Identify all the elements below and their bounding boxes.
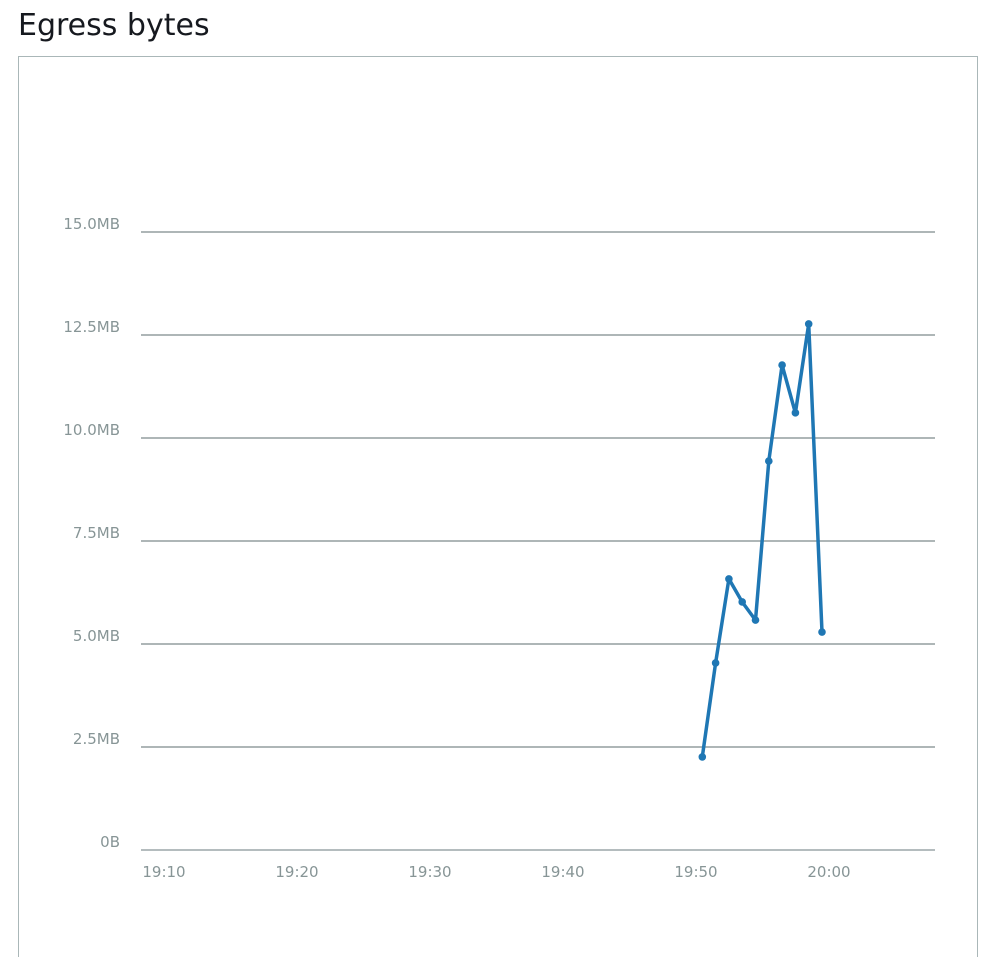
data-point xyxy=(778,361,786,369)
data-point xyxy=(751,616,760,624)
y-tick-label: 5.0MB xyxy=(73,627,120,645)
x-tick-label: 19:30 xyxy=(408,863,451,881)
y-tick-label: 7.5MB xyxy=(73,524,120,542)
y-tick-label: 2.5MB xyxy=(73,730,120,748)
data-point xyxy=(765,457,773,465)
x-tick-label: 19:50 xyxy=(674,863,717,881)
x-tick-label: 20:00 xyxy=(807,863,850,881)
chart-panel xyxy=(18,56,978,957)
data-point xyxy=(698,753,707,761)
x-tick-label: 19:40 xyxy=(541,863,584,881)
data-point xyxy=(711,659,720,667)
x-tick-label: 19:20 xyxy=(275,863,318,881)
chart-title: Egress bytes xyxy=(18,8,210,43)
data-point xyxy=(738,598,746,606)
y-tick-label: 15.0MB xyxy=(63,215,120,233)
x-tick-label: 19:10 xyxy=(142,863,185,881)
y-tick-label: 0B xyxy=(100,833,120,851)
y-tick-label: 12.5MB xyxy=(63,318,120,336)
data-point xyxy=(818,628,826,636)
data-point xyxy=(725,575,733,583)
data-point xyxy=(791,409,800,417)
data-point xyxy=(804,320,813,328)
y-tick-label: 10.0MB xyxy=(63,421,120,439)
series-line xyxy=(700,322,824,758)
